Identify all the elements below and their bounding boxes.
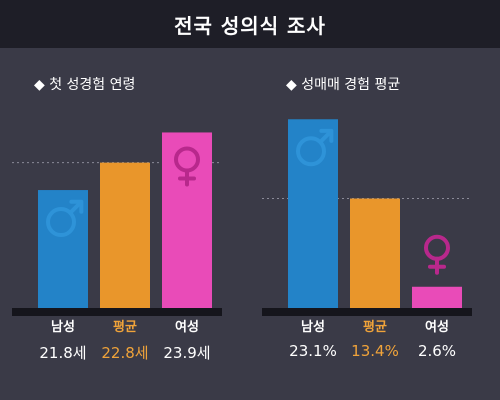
female-symbol-icon [424, 234, 450, 275]
category-label: 남성 [301, 320, 325, 335]
value-label: 23.9세 [163, 344, 211, 362]
value-label: 23.1% [289, 342, 337, 360]
first-experience-age-labels: 남성 21.8세 평균 22.8세 여성 23.9세 [0, 316, 250, 376]
bar-average [100, 162, 150, 308]
category-label: 여성 [425, 320, 449, 335]
bar-female [162, 132, 212, 308]
page-title: 전국 성의식 조사 [174, 13, 326, 38]
first-experience-age-panel: ◆ 첫 성경험 연령 남성 21.8세 평균 22.8세 여성 23.9세 [0, 48, 250, 400]
female-symbol-icon [174, 146, 200, 187]
x-axis-baseline [262, 308, 472, 316]
chart-title: ◆ 성매매 경험 평균 [286, 77, 401, 93]
male-symbol-icon [296, 128, 334, 167]
value-label: 22.8세 [101, 344, 149, 362]
category-label: 남성 [51, 320, 75, 335]
bar-average [350, 198, 400, 308]
value-label: 2.6% [417, 342, 457, 360]
chart-title: ◆ 첫 성경험 연령 [34, 77, 136, 93]
bar-female [412, 286, 462, 308]
prostitution-experience-panel: ◆ 성매매 경험 평균 남성 23.1% 평균 13.4% 여성 2.6% [250, 48, 500, 400]
category-label: 평균 [363, 320, 387, 335]
bar-male [288, 119, 338, 308]
value-label: 21.8세 [39, 344, 87, 362]
male-symbol-icon [46, 199, 84, 238]
prostitution-experience-labels: 남성 23.1% 평균 13.4% 여성 2.6% [250, 316, 500, 376]
value-label: 13.4% [351, 342, 399, 360]
prostitution-experience-chart [262, 119, 472, 316]
category-label: 여성 [175, 320, 199, 335]
header-bar: 전국 성의식 조사 [0, 0, 500, 48]
category-label: 평균 [113, 320, 137, 335]
x-axis-baseline [12, 308, 222, 316]
first-experience-age-chart [12, 132, 222, 316]
